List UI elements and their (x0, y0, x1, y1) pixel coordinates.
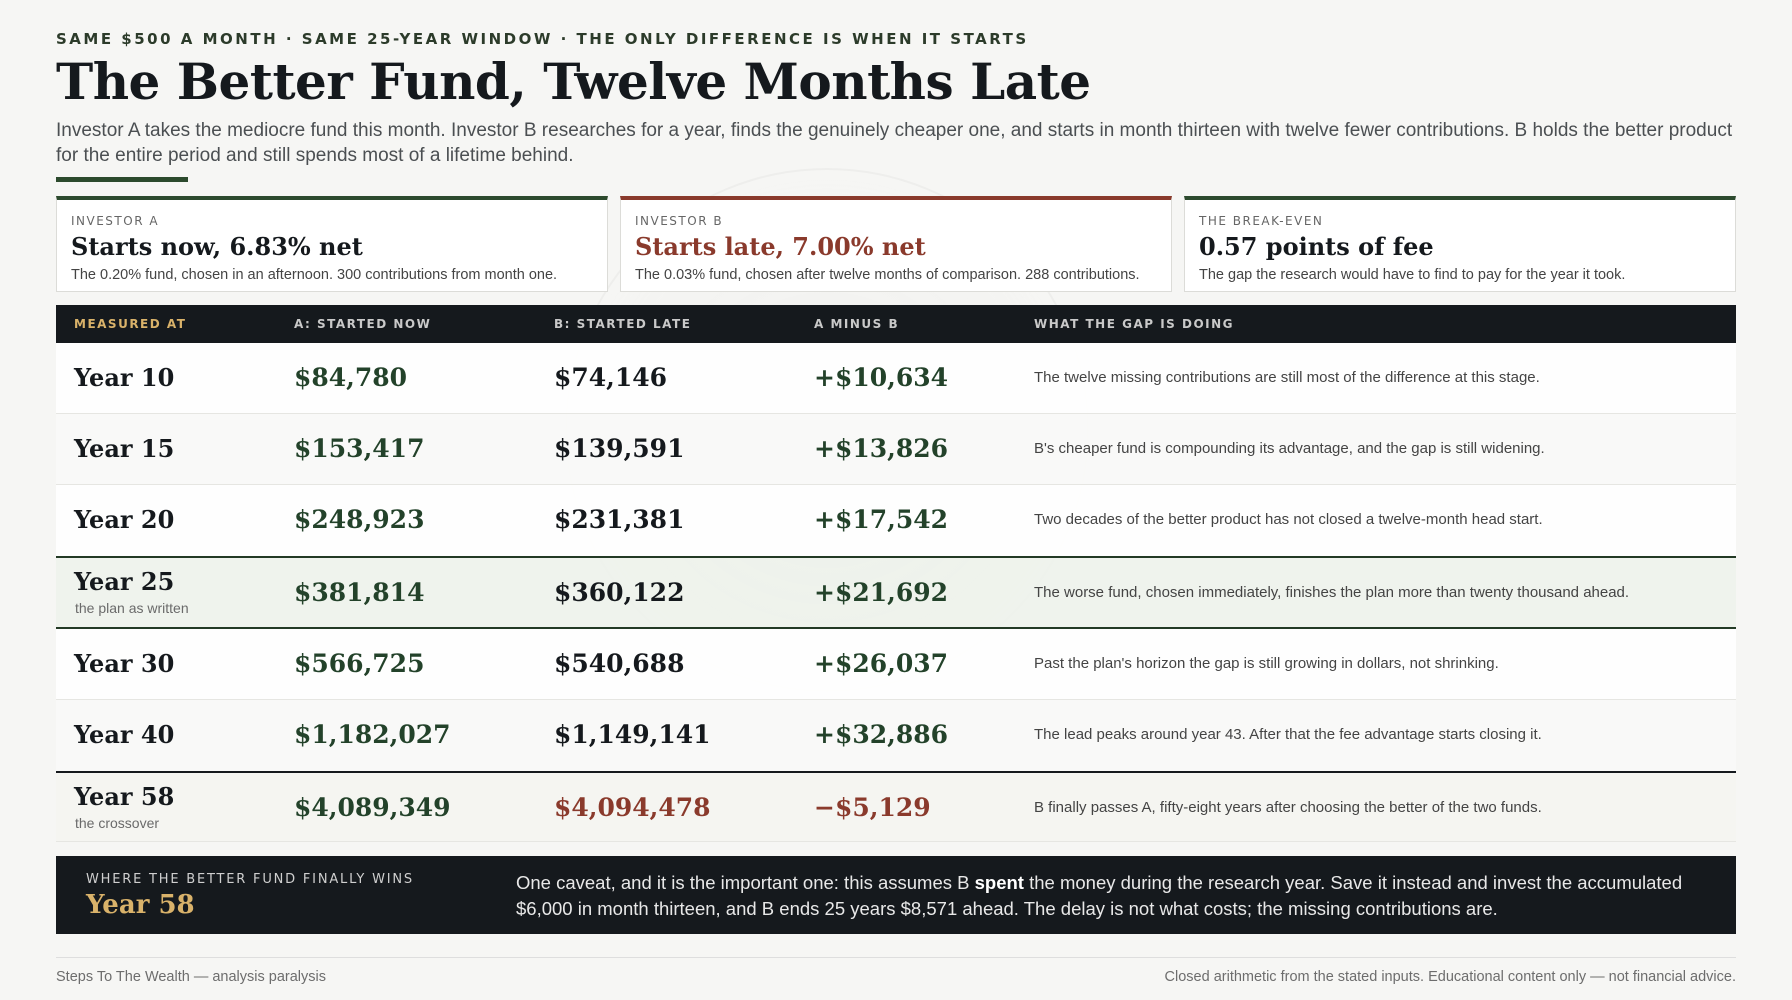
row-diff: +$26,037 (814, 649, 949, 678)
row-b-value: $1,149,141 (554, 720, 711, 749)
callout-year: Year 58 (86, 890, 195, 920)
dek: Investor A takes the mediocre fund this … (56, 120, 1733, 166)
table-row: Year 10 $84,780 $74,146 +$10,634 The twe… (56, 343, 1736, 414)
row-b-value: $4,094,478 (554, 793, 711, 822)
row-b-value: $540,688 (554, 649, 685, 678)
footer-right: Closed arithmetic from the stated inputs… (1164, 969, 1736, 985)
row-b-value: $231,381 (554, 505, 685, 534)
callout-text-bold: spent (974, 872, 1024, 893)
table-header: MEASURED AT A: STARTED NOW B: STARTED LA… (56, 305, 1736, 343)
callout-text: One caveat, and it is the important one:… (516, 870, 1716, 922)
row-a-value: $84,780 (294, 363, 408, 392)
callout-banner: WHERE THE BETTER FUND FINALLY WINS Year … (56, 856, 1736, 934)
row-a-value: $566,725 (294, 649, 425, 678)
card-investor-b: INVESTOR B Starts late, 7.00% net The 0.… (620, 196, 1172, 292)
row-what: B's cheaper fund is compounding its adva… (1034, 440, 1545, 457)
row-note: the crossover (75, 815, 160, 831)
row-b-value: $74,146 (554, 363, 668, 392)
callout-label: WHERE THE BETTER FUND FINALLY WINS (86, 872, 414, 887)
row-a-value: $1,182,027 (294, 720, 451, 749)
card-break-even: THE BREAK-EVEN 0.57 points of fee The ga… (1184, 196, 1736, 292)
row-note: the plan as written (75, 600, 189, 616)
row-year: Year 30 (74, 649, 175, 678)
row-what: The lead peaks around year 43. After tha… (1034, 726, 1542, 743)
header-diff: A MINUS B (814, 317, 900, 331)
table-row-plan: Year 25 the plan as written $381,814 $36… (56, 556, 1736, 629)
row-b-value: $139,591 (554, 434, 685, 463)
card-value: Starts now, 6.83% net (71, 232, 363, 261)
row-year: Year 20 (74, 505, 175, 534)
row-what: Past the plan's horizon the gap is still… (1034, 655, 1499, 672)
row-year: Year 15 (74, 434, 175, 463)
table-row-crossover: Year 58 the crossover $4,089,349 $4,094,… (56, 771, 1736, 842)
row-what: Two decades of the better product has no… (1034, 511, 1543, 528)
row-diff: +$10,634 (814, 363, 949, 392)
footer-left: Steps To The Wealth — analysis paralysis (56, 969, 326, 985)
card-label: THE BREAK-EVEN (1199, 214, 1324, 228)
footer-divider (56, 957, 1736, 958)
summary-cards: INVESTOR A Starts now, 6.83% net The 0.2… (56, 196, 1736, 292)
row-a-value: $381,814 (294, 578, 425, 607)
comparison-table: MEASURED AT A: STARTED NOW B: STARTED LA… (56, 305, 1736, 842)
row-what: The twelve missing contributions are sti… (1034, 369, 1540, 386)
table-row: Year 20 $248,923 $231,381 +$17,542 Two d… (56, 485, 1736, 556)
card-label: INVESTOR A (71, 214, 160, 228)
table-row: Year 15 $153,417 $139,591 +$13,826 B's c… (56, 414, 1736, 485)
row-what: B finally passes A, fifty-eight years af… (1034, 799, 1542, 816)
row-diff: +$13,826 (814, 434, 949, 463)
row-diff: −$5,129 (814, 793, 931, 822)
header-a: A: STARTED NOW (294, 317, 432, 331)
title-rule (56, 177, 188, 182)
row-diff: +$32,886 (814, 720, 949, 749)
header-measured-at: MEASURED AT (74, 317, 187, 331)
callout-text-after: the money during the research year. Save… (516, 872, 1683, 919)
callout-text-before: One caveat, and it is the important one:… (516, 872, 975, 893)
card-value: 0.57 points of fee (1199, 232, 1434, 261)
card-label: INVESTOR B (635, 214, 724, 228)
table-row: Year 40 $1,182,027 $1,149,141 +$32,886 T… (56, 700, 1736, 771)
row-what: The worse fund, chosen immediately, fini… (1034, 584, 1630, 601)
row-a-value: $248,923 (294, 505, 425, 534)
row-diff: +$21,692 (814, 578, 949, 607)
card-desc: The 0.20% fund, chosen in an afternoon. … (71, 267, 558, 283)
row-a-value: $153,417 (294, 434, 425, 463)
page-title: The Better Fund, Twelve Months Late (56, 52, 1091, 111)
kicker: SAME $500 A MONTH · SAME 25-YEAR WINDOW … (56, 30, 1029, 48)
row-a-value: $4,089,349 (294, 793, 451, 822)
row-year: Year 40 (74, 720, 175, 749)
card-investor-a: INVESTOR A Starts now, 6.83% net The 0.2… (56, 196, 608, 292)
row-year: Year 25 (74, 567, 175, 596)
header-b: B: STARTED LATE (554, 317, 692, 331)
row-diff: +$17,542 (814, 505, 949, 534)
table-row: Year 30 $566,725 $540,688 +$26,037 Past … (56, 629, 1736, 700)
card-desc: The 0.03% fund, chosen after twelve mont… (635, 267, 1140, 283)
row-year: Year 10 (74, 363, 175, 392)
card-value: Starts late, 7.00% net (635, 232, 926, 261)
row-year: Year 58 (74, 782, 175, 811)
card-desc: The gap the research would have to find … (1199, 267, 1626, 283)
row-b-value: $360,122 (554, 578, 685, 607)
header-what: WHAT THE GAP IS DOING (1034, 317, 1235, 331)
